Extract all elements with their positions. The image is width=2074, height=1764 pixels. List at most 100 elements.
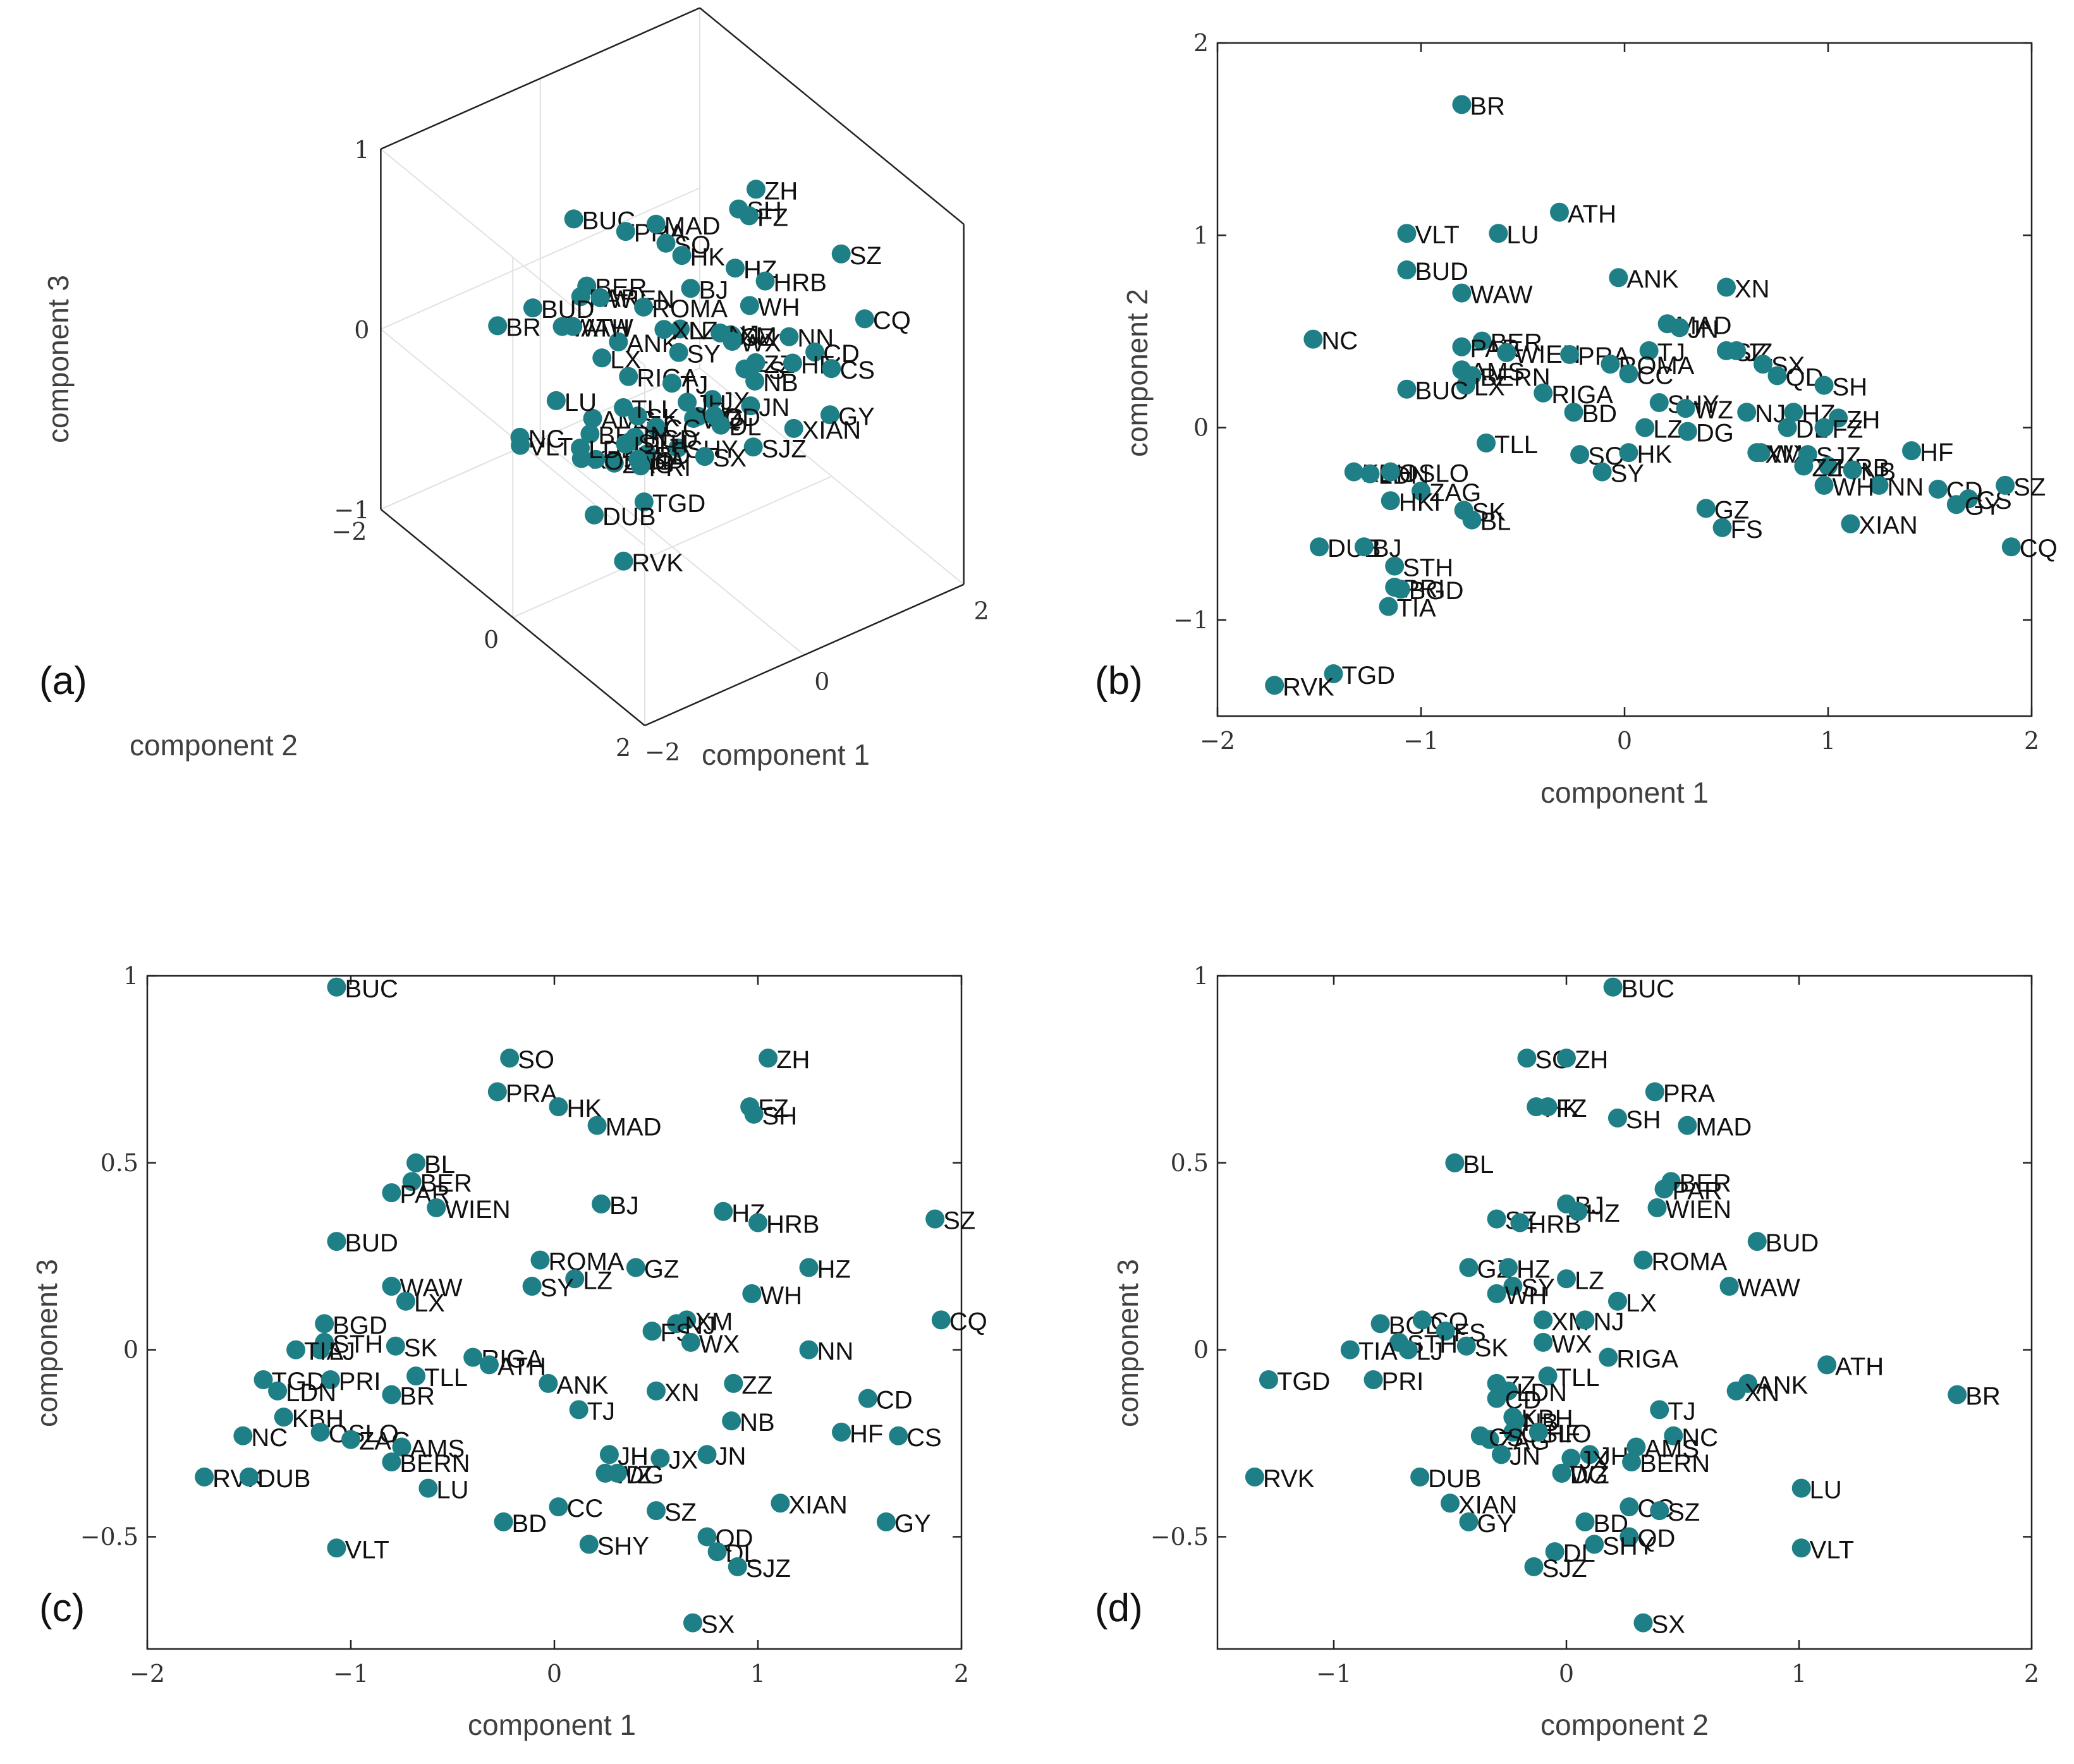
point-marker <box>1814 475 1834 495</box>
point-label: TGD <box>1342 662 1395 690</box>
point-label: DG <box>1570 1461 1608 1489</box>
point-label: SHY <box>1602 1532 1654 1560</box>
point-marker <box>1412 481 1430 501</box>
point-marker <box>1385 556 1405 576</box>
x-tick-label: 1 <box>750 1660 766 1688</box>
point-marker <box>1791 1478 1811 1498</box>
point-label: SJZ <box>1542 1555 1587 1583</box>
point-marker <box>604 453 624 473</box>
point-marker <box>310 1422 330 1442</box>
point-marker <box>728 1557 747 1576</box>
point-label: HF <box>1547 1420 1580 1448</box>
point-label: LX <box>1626 1289 1657 1317</box>
point-marker <box>650 1449 670 1468</box>
point-marker <box>1727 341 1747 360</box>
point-label: JN <box>1510 1442 1540 1470</box>
point-label: TIA <box>646 447 686 475</box>
point-label: XM <box>695 1308 733 1335</box>
point-marker <box>494 1512 513 1531</box>
point-label: TLL <box>424 1364 468 1392</box>
point-marker <box>1747 1232 1767 1251</box>
point-label: TJ <box>587 1397 615 1425</box>
point-marker <box>703 390 723 410</box>
point-marker <box>1472 331 1492 351</box>
point-marker <box>402 1172 422 1191</box>
point-marker <box>1568 1201 1588 1221</box>
point-marker <box>599 1445 619 1464</box>
point-label: BGD <box>643 425 698 453</box>
x-tick-label: −2 <box>130 1660 165 1688</box>
point-label: SX <box>713 444 747 472</box>
point-label: BUC <box>1415 377 1468 405</box>
point-label: HF <box>850 1420 883 1448</box>
point-marker <box>1487 1284 1506 1303</box>
point-marker <box>714 1201 733 1221</box>
point-marker <box>1592 462 1612 482</box>
point-label: LX <box>414 1289 445 1317</box>
z-tick-label: 0 <box>354 316 369 344</box>
point-marker <box>479 1355 499 1375</box>
point-label: NC <box>251 1424 288 1452</box>
point-label: JN <box>759 394 790 422</box>
point-label: NC <box>1681 1424 1718 1452</box>
point-marker <box>341 1430 360 1449</box>
point-marker <box>931 1310 951 1330</box>
point-marker <box>723 332 742 351</box>
point-label: SJZ <box>762 435 807 463</box>
point-label: PRI <box>649 454 691 482</box>
point-marker <box>1819 456 1838 476</box>
point-marker <box>1462 510 1482 530</box>
point-label: LU <box>1810 1476 1842 1504</box>
point-marker <box>463 1347 483 1367</box>
point-label: VLT <box>1810 1536 1854 1564</box>
point-marker <box>1381 491 1400 511</box>
point-marker <box>406 1366 426 1386</box>
point-label: BD <box>512 1510 547 1538</box>
point-label: BD <box>656 442 691 470</box>
point-label: WX <box>1551 1330 1592 1358</box>
point-marker <box>740 206 759 226</box>
point-marker <box>382 1183 401 1203</box>
point-label: HKI <box>1399 489 1441 516</box>
x-tick-label: 2 <box>2024 1660 2039 1688</box>
point-label: RIGA <box>1616 1346 1678 1373</box>
grid-line <box>380 367 700 510</box>
point-marker <box>626 1258 645 1277</box>
point-label: WIEN <box>1666 1196 1731 1224</box>
panel-d-label: (d) <box>1095 1586 1143 1630</box>
point-label: DUB <box>257 1465 310 1493</box>
point-label: NC <box>528 425 564 453</box>
point-label: LDN <box>286 1379 336 1407</box>
point-label: GY <box>1965 492 2001 520</box>
point-marker <box>1538 1366 1558 1386</box>
point-label: JX <box>668 1446 698 1474</box>
point-marker <box>569 1400 589 1420</box>
point-marker <box>1626 1437 1646 1457</box>
point-marker <box>1452 95 1472 114</box>
point-marker <box>1607 1108 1627 1128</box>
point-marker <box>741 396 760 416</box>
point-label: HK <box>690 243 726 271</box>
point-marker <box>522 1277 542 1296</box>
point-marker <box>511 435 530 455</box>
point-marker <box>386 1336 405 1356</box>
y-tick-label: −1 <box>1173 606 1209 634</box>
point-marker <box>320 1370 340 1389</box>
point-marker <box>1753 355 1772 374</box>
point-label: ROMA <box>1651 1248 1727 1276</box>
point-marker <box>858 1389 877 1408</box>
point-label: SY <box>687 341 721 368</box>
point-label: DUB <box>602 503 656 531</box>
box-edge <box>699 7 965 225</box>
point-label: TGD <box>652 490 705 518</box>
point-label: BUD <box>1415 258 1468 286</box>
panel-c-label: (c) <box>39 1586 85 1630</box>
point-label: WX <box>740 329 781 357</box>
point-label: SK <box>404 1334 438 1362</box>
point-label: SZ <box>943 1207 975 1235</box>
point-label: PRI <box>339 1368 381 1396</box>
